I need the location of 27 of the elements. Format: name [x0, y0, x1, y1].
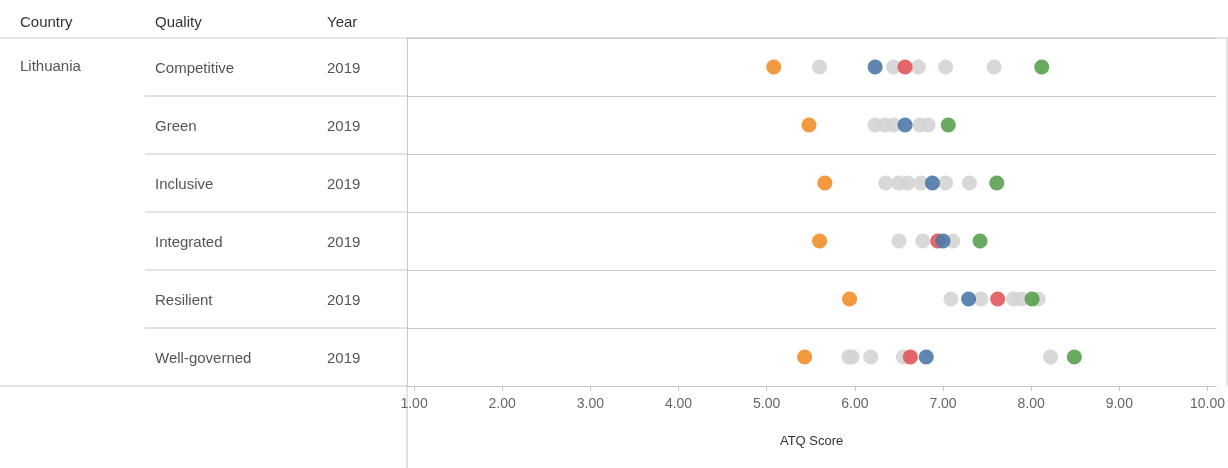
x-tick-label: 6.00 — [841, 395, 869, 411]
text: Lithuania — [20, 57, 82, 74]
x-tick-label: 5.00 — [753, 395, 781, 411]
text: Country — [20, 13, 74, 30]
x-tick-label: 10.00 — [1189, 395, 1226, 411]
x-tick-label: 7.00 — [929, 395, 957, 411]
y2-tick-label: 2019 — [327, 116, 361, 134]
y2-tick-label: 2019 — [327, 290, 361, 308]
y-tick-label: Green — [155, 116, 197, 134]
x-axis-title: ATQ Score — [779, 433, 844, 448]
y-tick-label: Well-governed — [155, 348, 252, 366]
x-tick-label: 8.00 — [1017, 395, 1045, 411]
y2-tick-label: 2019 — [327, 58, 361, 76]
text: Year — [327, 13, 358, 30]
y-tick-label: Inclusive — [155, 174, 214, 192]
x-tick-label: 4.00 — [664, 395, 693, 411]
x-tick-label: 3.00 — [576, 395, 605, 411]
x-tick-label: 9.00 — [1105, 395, 1134, 411]
y-axis-title: Quality — [155, 13, 203, 30]
y2-tick-label: 2019 — [327, 348, 361, 366]
y-tick-label: Integrated — [155, 232, 223, 250]
y-tick-label: Competitive — [155, 58, 235, 76]
x-tick-label: 2.00 — [488, 395, 517, 411]
y2-tick-label: 2019 — [327, 232, 361, 250]
y-tick-label: Resilient — [155, 290, 214, 308]
x-tick-label: 1.00 — [400, 395, 428, 411]
y2-tick-label: 2019 — [327, 174, 361, 192]
